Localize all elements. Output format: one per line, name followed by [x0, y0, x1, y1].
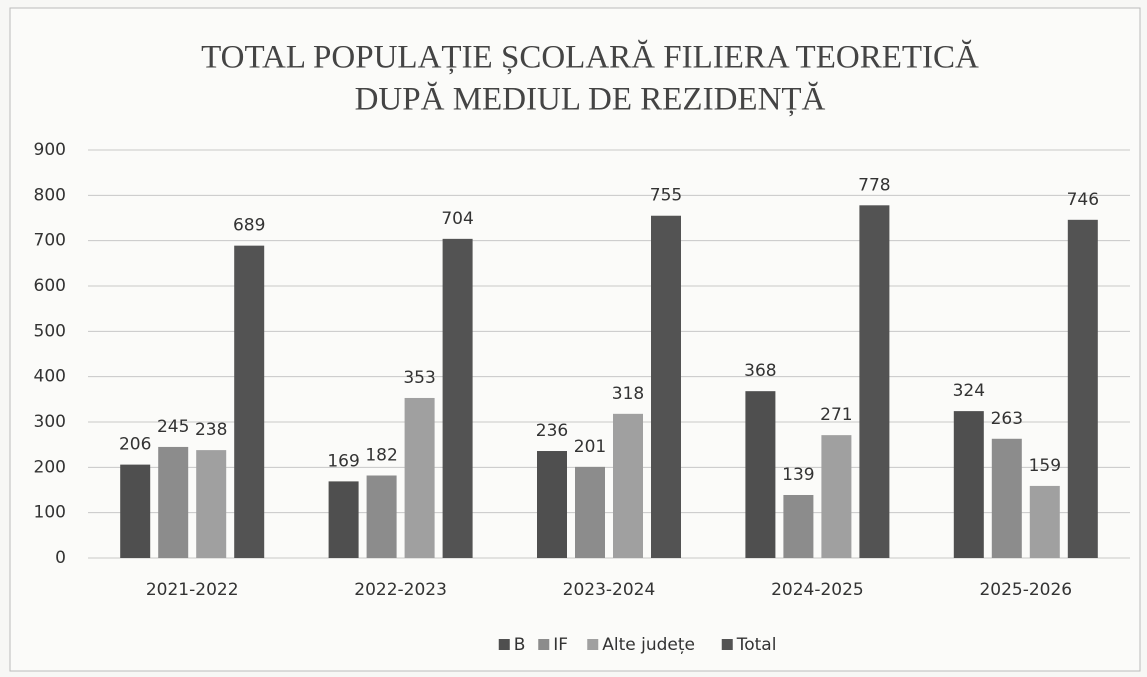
value-label: 238	[195, 420, 227, 440]
chart-title: DUPĂ MEDIUL DE REZIDENȚĂ	[355, 81, 826, 118]
value-label: 353	[403, 368, 435, 388]
value-label: 139	[782, 465, 814, 485]
y-tick-label: 400	[34, 367, 66, 387]
bar	[991, 438, 1022, 558]
legend-swatch	[587, 639, 599, 650]
value-label: 245	[157, 417, 189, 437]
value-label: 271	[820, 405, 852, 425]
bar	[783, 494, 814, 558]
value-label: 201	[574, 437, 606, 457]
bar	[196, 450, 227, 558]
value-label: 755	[650, 186, 682, 206]
bar	[120, 464, 151, 558]
value-label: 778	[858, 175, 890, 195]
y-tick-label: 900	[34, 140, 66, 160]
bar	[442, 238, 473, 558]
y-tick-label: 700	[34, 231, 66, 251]
legend-label: Total	[736, 635, 777, 655]
y-tick-label: 600	[34, 276, 66, 296]
y-tick-label: 200	[34, 457, 66, 477]
value-label: 318	[612, 384, 644, 404]
y-tick-label: 300	[34, 412, 66, 432]
bar	[537, 451, 567, 558]
legend-label: IF	[553, 635, 568, 655]
value-label: 159	[1029, 456, 1061, 476]
legend-label: Alte județe	[602, 635, 695, 655]
y-tick-label: 800	[34, 185, 66, 205]
bar	[613, 413, 643, 558]
chart-title: TOTAL POPULAȚIE ȘCOLARĂ FILIERA TEORETIC…	[201, 39, 979, 76]
x-tick-label: 2021-2022	[146, 580, 239, 600]
bar	[953, 411, 984, 558]
bar	[234, 245, 265, 559]
bar	[328, 481, 359, 558]
x-tick-label: 2023-2024	[563, 580, 656, 600]
bar	[651, 215, 681, 558]
y-tick-label: 500	[34, 321, 66, 341]
value-label: 206	[119, 435, 151, 455]
bar	[821, 435, 852, 558]
bar	[158, 446, 189, 558]
legend-swatch	[538, 639, 550, 650]
chart-frame	[9, 7, 1141, 672]
value-label: 263	[991, 409, 1023, 429]
value-label: 169	[327, 451, 359, 471]
bar	[366, 475, 397, 558]
value-label: 324	[953, 381, 985, 401]
value-label: 704	[441, 209, 473, 229]
legend-swatch	[721, 639, 733, 650]
bar	[745, 391, 776, 558]
value-label: 368	[744, 361, 776, 381]
y-tick-label: 100	[34, 503, 66, 523]
bar	[1029, 485, 1060, 558]
x-tick-label: 2025-2026	[979, 580, 1072, 600]
x-tick-label: 2022-2023	[354, 580, 447, 600]
y-tick-label: 0	[55, 548, 66, 568]
value-label: 746	[1067, 190, 1099, 210]
bar	[1067, 219, 1098, 558]
x-tick-label: 2024-2025	[771, 580, 864, 600]
value-label: 182	[365, 445, 397, 465]
value-label: 689	[233, 216, 265, 236]
legend-label: B	[514, 635, 526, 655]
legend-swatch	[498, 639, 510, 650]
bar	[575, 466, 605, 558]
value-label: 236	[536, 421, 568, 441]
bar	[859, 205, 890, 558]
bar	[404, 397, 435, 558]
